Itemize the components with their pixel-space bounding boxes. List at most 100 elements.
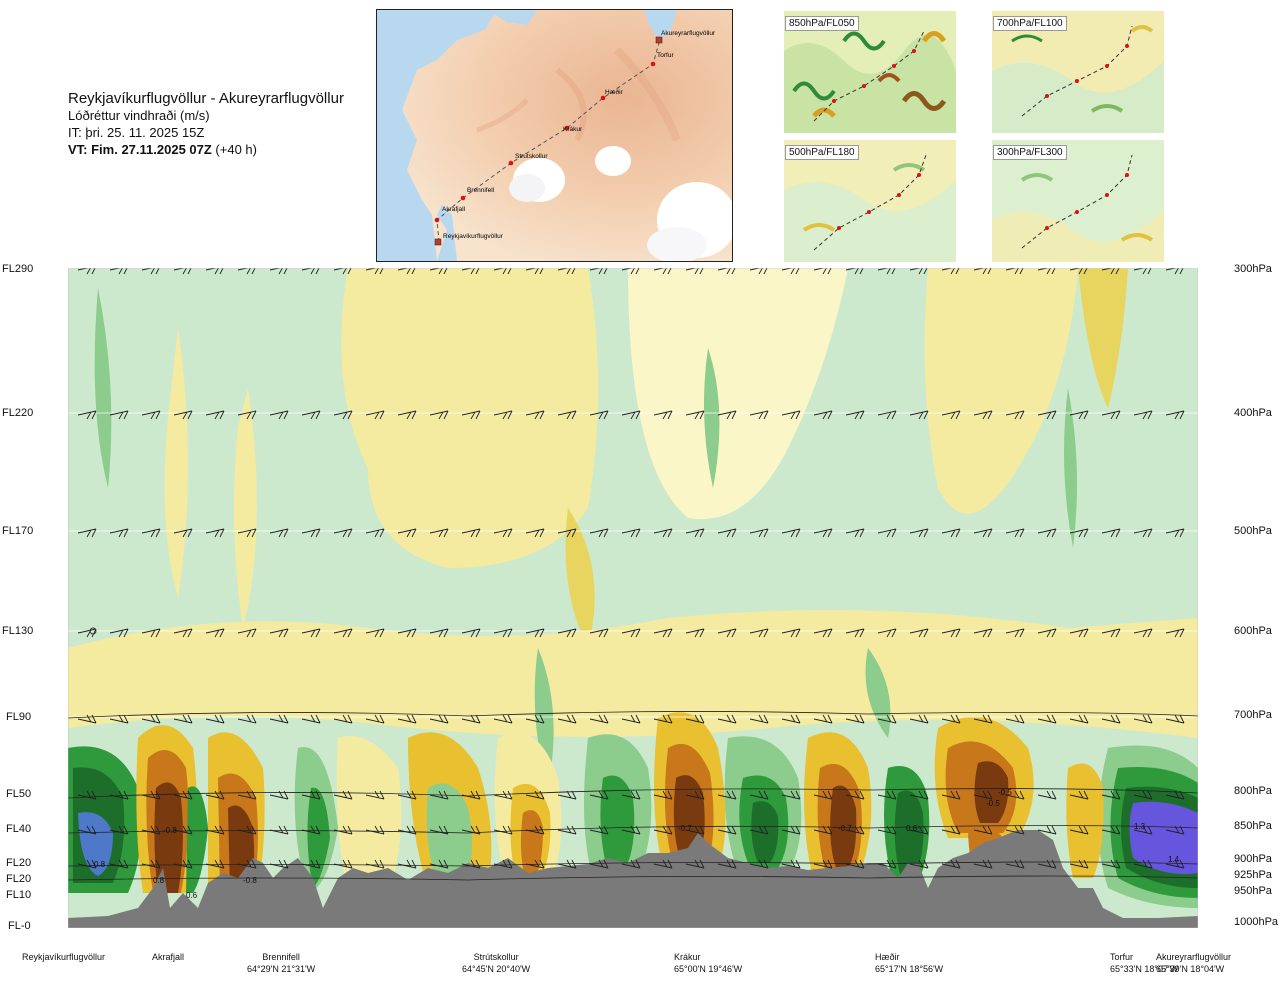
wind-barb [1037, 825, 1057, 835]
wind-barb [429, 825, 449, 835]
wind-barb [621, 825, 641, 835]
wind-barb [1165, 859, 1185, 869]
wind-barb [77, 790, 97, 800]
wind-barb [621, 628, 641, 638]
wind-barb [813, 825, 833, 835]
wind-barb [237, 790, 257, 800]
wind-barb [173, 628, 193, 638]
wind-barb [685, 790, 705, 800]
hpa-label-300: 300hPa [1234, 263, 1272, 275]
loc-coord: 64°45'N 20°40'W [462, 964, 531, 974]
panel-850hpa-graphic [784, 11, 956, 133]
map-label-akrafjall: Akrafjall [442, 206, 466, 213]
map-label-strutskollur: Strútskollur [515, 153, 548, 160]
wind-barb [1165, 825, 1185, 835]
panel-850hpa[interactable]: 850hPa/FL050 [784, 11, 956, 133]
wind-barb [109, 714, 129, 724]
wind-barb [525, 859, 545, 869]
wind-barb [589, 825, 609, 835]
wind-barb [397, 410, 417, 420]
wind-barb [205, 714, 225, 724]
wind-barb [909, 714, 929, 724]
wind-barb [813, 628, 833, 638]
wind-barb [653, 628, 673, 638]
wind-barb [493, 714, 513, 724]
wind-barb [1165, 714, 1185, 724]
wind-barb [525, 410, 545, 420]
wind-barb [525, 628, 545, 638]
wind-barb [781, 859, 801, 869]
wind-barb [749, 825, 769, 835]
wind-barb [973, 714, 993, 724]
wind-barb [973, 528, 993, 538]
value-label: -0.5 [998, 788, 1012, 797]
wind-barb [877, 859, 897, 869]
wind-barb [365, 628, 385, 638]
wind-barb [845, 825, 865, 835]
wind-barb [1101, 790, 1121, 800]
wind-barb [621, 790, 641, 800]
wind-barb [685, 528, 705, 538]
hpa-label-925: 925hPa [1234, 869, 1272, 881]
loc-haedir: Hæðir 65°17'N 18°56'W [875, 951, 943, 975]
loc-akrafjall: Akrafjall [152, 951, 184, 963]
cross-section-plot[interactable]: 0.8 -0.8 0.8 -0.8 0.6 -0.7 -0.7 -0.5 0.6… [67, 267, 1199, 933]
wind-barb [589, 714, 609, 724]
panel-850hpa-label: 850hPa/FL050 [785, 16, 859, 31]
title-block: Reykjavíkurflugvöllur - Akureyrarflugvöl… [68, 90, 344, 158]
hpa-label-800: 800hPa [1234, 785, 1272, 797]
panel-300hpa[interactable]: 300hPa/FL300 [992, 140, 1164, 262]
wind-barb [205, 790, 225, 800]
wind-barb [781, 628, 801, 638]
wind-barb [397, 628, 417, 638]
panel-300hpa-graphic [992, 140, 1164, 262]
wind-barb [845, 410, 865, 420]
map-label-brennifell: Brennifell [467, 187, 495, 194]
loc-name: Reykjavíkurflugvöllur [22, 952, 106, 962]
panel-500hpa[interactable]: 500hPa/FL180 [784, 140, 956, 262]
wind-barb [909, 410, 929, 420]
wind-barb [941, 714, 961, 724]
wind-barb [1069, 628, 1089, 638]
wind-barb [557, 825, 577, 835]
wind-barb [941, 790, 961, 800]
wind-barb [557, 410, 577, 420]
value-label: 1.3 [1134, 822, 1146, 831]
wind-barb [1037, 410, 1057, 420]
wind-barb [461, 528, 481, 538]
wind-barb [269, 628, 289, 638]
route-map-graphic: Akureyrarflugvöllur Torfur Hæðir Krákur … [377, 10, 732, 261]
wind-barb [1165, 628, 1185, 638]
wind-barb [941, 410, 961, 420]
wind-barb [461, 790, 481, 800]
wind-barb [845, 628, 865, 638]
wind-barb [269, 528, 289, 538]
wind-barb [1101, 859, 1121, 869]
loc-coord: 64°29'N 21°31'W [247, 964, 316, 974]
wind-barb [557, 859, 577, 869]
wind-barb [461, 714, 481, 724]
valid-time-lead: (+40 h) [211, 142, 257, 157]
loc-coord: 65°33'N 18°07'W [1110, 964, 1179, 974]
panel-700hpa[interactable]: 700hPa/FL100 [992, 11, 1164, 133]
wind-barb [1037, 714, 1057, 724]
wind-barb [301, 790, 321, 800]
loc-krakur: Krákur 65°00'N 19°46'W [674, 951, 742, 975]
wind-barb [205, 628, 225, 638]
wind-barb [397, 790, 417, 800]
wind-barb [877, 825, 897, 835]
wind-barb [301, 628, 321, 638]
wind-barb [1101, 410, 1121, 420]
wind-barb [397, 825, 417, 835]
wind-barb [909, 528, 929, 538]
value-label: 0.8 [153, 876, 165, 885]
panel-300hpa-label: 300hPa/FL300 [993, 145, 1067, 160]
wind-barb [141, 825, 161, 835]
wind-barb [493, 859, 513, 869]
wind-barb [173, 410, 193, 420]
wind-barb [685, 859, 705, 869]
wind-barb [653, 528, 673, 538]
wind-barb [909, 628, 929, 638]
wind-barb [1069, 790, 1089, 800]
map-label-torfur: Torfur [657, 52, 674, 59]
